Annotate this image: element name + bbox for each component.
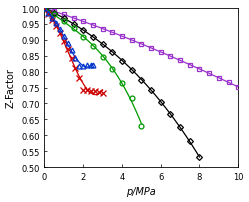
Y-axis label: Z-Factor: Z-Factor bbox=[5, 68, 15, 108]
X-axis label: p/MPa: p/MPa bbox=[126, 186, 156, 197]
